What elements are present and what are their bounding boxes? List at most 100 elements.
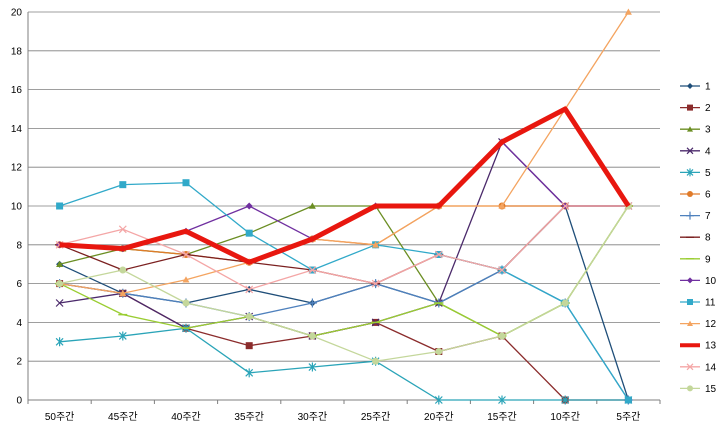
legend-entry: 11 (680, 298, 716, 309)
y-tick-label: 0 (16, 396, 22, 407)
data-point (434, 250, 443, 259)
data-point (434, 395, 443, 405)
data-point (308, 362, 317, 372)
data-point (308, 266, 317, 274)
legend-entry: 4 (680, 146, 711, 157)
x-tick-label: 20주간 (424, 411, 454, 423)
data-point (119, 289, 127, 297)
legend-entry: 8 (680, 233, 711, 244)
data-point (182, 179, 190, 187)
x-axis-ticks: 50주간 45주간 40주간 35주간 30주간 25주간 20주간 15주간 10주간 5주간 (45, 411, 641, 423)
legend-entry: 14 (680, 362, 717, 373)
legend-label: 4 (705, 146, 711, 157)
data-point (561, 299, 569, 307)
legend-label: 14 (705, 362, 717, 373)
data-point (307, 298, 317, 308)
y-tick-label: 6 (16, 279, 22, 290)
y-axis-ticks: 0 2 4 6 8 10 12 14 16 18 20 (11, 8, 23, 407)
data-point (686, 363, 694, 371)
legend-label: 6 (705, 190, 711, 201)
series-lines (55, 8, 633, 405)
data-point (182, 299, 190, 307)
legend-entry: 5 (680, 168, 711, 179)
legend-label: 10 (705, 276, 717, 287)
legend-label: 5 (705, 168, 711, 179)
x-tick-label: 15주간 (487, 411, 517, 423)
y-tick-label: 12 (11, 163, 23, 174)
legend-label: 2 (705, 103, 711, 114)
data-point (624, 8, 632, 15)
data-point (371, 279, 380, 288)
series-15 (56, 202, 632, 365)
data-point (687, 277, 693, 284)
data-point (182, 276, 190, 283)
data-point (119, 181, 127, 189)
data-point (118, 225, 127, 234)
x-tick-label: 5주간 (616, 411, 640, 423)
data-point (561, 202, 570, 210)
y-tick-label: 8 (16, 240, 22, 251)
legend-entry: 2 (680, 103, 711, 114)
legend-label: 1 (705, 82, 711, 93)
series-13 (59, 106, 631, 265)
y-tick-label: 14 (11, 124, 23, 135)
data-point (56, 280, 64, 288)
data-point (435, 348, 443, 355)
y-tick-label: 18 (11, 46, 23, 57)
data-point (687, 385, 693, 392)
y-tick-label: 10 (11, 202, 23, 213)
legend-label: 11 (705, 298, 716, 309)
grid (27, 11, 661, 404)
data-point (56, 202, 64, 210)
legend-entry: 15 (680, 384, 717, 395)
data-point (498, 202, 506, 209)
data-point (119, 266, 127, 274)
legend-label: 9 (705, 254, 711, 265)
data-point (245, 285, 254, 294)
legend-entry: 7 (680, 211, 711, 222)
legend-entry: 1 (680, 82, 711, 93)
data-point (372, 241, 380, 248)
data-point (55, 337, 64, 347)
x-tick-label: 30주간 (298, 411, 328, 423)
x-tick-label: 50주간 (45, 411, 75, 423)
data-point (245, 202, 253, 210)
data-point (687, 320, 693, 326)
legend-entry: 13 (680, 341, 717, 352)
data-point (687, 126, 693, 132)
series-line (59, 327, 629, 401)
data-point (56, 260, 64, 267)
data-point (686, 147, 694, 155)
data-point (686, 211, 694, 220)
data-point (686, 168, 694, 177)
legend-label: 8 (705, 233, 711, 244)
legend-entry: 3 (680, 125, 711, 136)
data-point (561, 395, 570, 405)
data-point (687, 83, 693, 89)
data-point (118, 331, 127, 341)
data-point (687, 299, 693, 305)
legend-entry: 6 (680, 190, 711, 201)
series-line (59, 182, 629, 401)
x-tick-label: 45주간 (108, 411, 138, 423)
data-point (55, 299, 64, 307)
data-point (245, 342, 253, 350)
data-point (245, 313, 253, 321)
legend-label: 7 (705, 211, 711, 222)
data-point (182, 250, 190, 259)
legend-label: 15 (705, 384, 717, 395)
series-line (59, 106, 631, 265)
legend-entry: 9 (680, 254, 711, 265)
data-point (372, 357, 380, 365)
data-point (308, 202, 316, 209)
x-tick-label: 25주간 (361, 411, 391, 423)
legend-entry: 12 (680, 319, 717, 330)
data-point (308, 332, 316, 340)
data-point (498, 266, 506, 274)
data-point (245, 229, 253, 237)
data-point (498, 395, 506, 405)
legend-label: 13 (705, 341, 717, 352)
data-point (687, 191, 693, 197)
